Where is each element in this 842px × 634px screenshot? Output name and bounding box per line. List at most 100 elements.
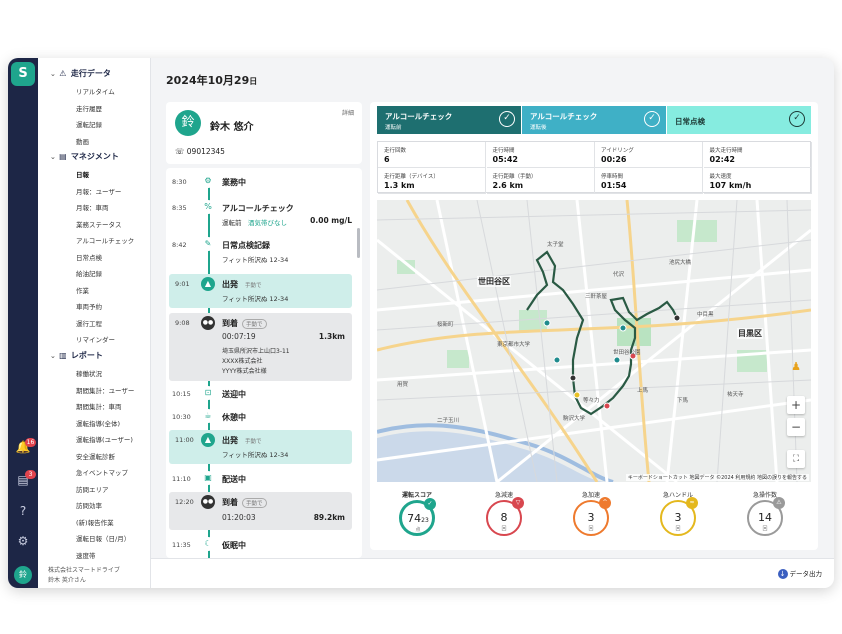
nav-item[interactable]: 日常点検: [76, 253, 102, 262]
stat-cell: 走行距離（デバイス） 1.3 km: [378, 168, 486, 194]
entry-title: 到着 手動で: [222, 497, 267, 508]
export-label: データ出力: [789, 570, 823, 578]
score-item[interactable]: 急ハンドル 3 回 ≈: [648, 488, 708, 546]
score-ring: 7423 点 ✓: [399, 498, 436, 536]
vehicle-plate: フィット所沢ぬ 12-34: [222, 295, 289, 303]
check-status-card[interactable]: 日常点検 ✓: [667, 106, 811, 134]
nav-item[interactable]: 月報：ユーザー: [76, 187, 122, 196]
score-unit: 回: [501, 526, 507, 532]
vehicle-plate: フィット所沢ぬ 12-34: [222, 451, 289, 459]
app-logo[interactable]: S: [11, 62, 35, 86]
score-badge-icon: ▽: [512, 497, 524, 509]
nav-item[interactable]: アルコールチェック: [76, 237, 135, 245]
timeline-entry-arrival[interactable]: 12:20 ●● 到着 手動で 01:20:03 89.2km: [169, 492, 352, 530]
arrival-icon: ●●: [201, 495, 215, 509]
map-credit[interactable]: キーボードショートカット 地図データ ©2024 利用規約 地図の誤りを報告する: [625, 474, 809, 481]
detail-link[interactable]: 詳細: [341, 110, 354, 117]
nav-item[interactable]: 訪問効率: [76, 502, 102, 510]
timeline-scrollbar[interactable]: [357, 228, 360, 258]
nav-item[interactable]: 運転日報（日/月）: [76, 535, 131, 543]
nav-item[interactable]: (新)報告作業: [76, 518, 114, 527]
stat-value: 00:26: [601, 155, 627, 164]
nav-item[interactable]: リマインダー: [76, 336, 115, 344]
user-avatar[interactable]: 鈴: [14, 566, 32, 584]
check-title: アルコールチェック: [530, 112, 598, 121]
nav-item[interactable]: 期間集計：車両: [76, 403, 122, 411]
document-icon[interactable]: ▤: [17, 473, 29, 487]
nav-item[interactable]: 訪問エリア: [76, 485, 109, 494]
nav-item[interactable]: 車両予約: [76, 303, 102, 311]
map-place-label: 三軒茶屋: [585, 294, 608, 300]
stat-cell: 最大速度 107 km/h: [703, 168, 812, 194]
detail-panel: アルコールチェック 運転前 ✓ アルコールチェック 運転後 ✓ 日常点検 ✓ 走行回数 6 走行時…: [370, 102, 818, 550]
depart-icon: ▲: [201, 433, 215, 447]
activity-timeline[interactable]: 8:30 ⚙ 業務中 8:35 % アルコールチェック 運転前 酒気帯びなし 0…: [166, 168, 362, 558]
vehicle-plate: フィット所沢ぬ 12-34: [222, 256, 289, 264]
route-map[interactable]: 世田谷区 目黒区 太子堂 三軒茶屋 東京都市大学 二子玉川 世田谷公園 駒沢大学 桜新町 池尻…: [377, 200, 811, 482]
zoom-in-button[interactable]: +: [787, 396, 805, 414]
nav-item[interactable]: 運転指導(全体): [76, 419, 121, 428]
map-place-label: 上馬: [637, 388, 649, 394]
entry-title: 出発 手動で: [222, 435, 265, 446]
nav-item[interactable]: 急イベントマップ: [76, 469, 128, 477]
timeline-entry-highlight[interactable]: 9:01 ▲ 出発 手動で フィット所沢ぬ 12-34: [169, 274, 352, 308]
nav-item[interactable]: 走行履歴: [76, 104, 102, 113]
entry-title: 出発 手動で: [222, 279, 265, 290]
nav-item[interactable]: 作業: [76, 286, 89, 295]
export-button[interactable]: ↓ データ出力: [777, 568, 823, 579]
driver-card: 鈴 鈴木 悠介 詳細 ☏ 09012345: [166, 102, 362, 164]
entry-time: 9:08: [175, 319, 190, 327]
nav-item[interactable]: リアルタイム: [76, 88, 115, 96]
nav-item[interactable]: 業務ステータス: [76, 220, 122, 229]
nav-item[interactable]: 期間集計：ユーザー: [76, 386, 135, 395]
score-item[interactable]: 急操作数 14 回 ⚠: [735, 488, 795, 546]
entry-title: 到着 手動で: [222, 318, 267, 329]
nav-item[interactable]: 運転指導(ユーザー): [76, 436, 133, 444]
timeline-entry-highlight[interactable]: 11:00 ▲ 出発 手動で フィット所沢ぬ 12-34: [169, 430, 352, 464]
score-unit: 回: [588, 526, 594, 532]
nav-item[interactable]: 運転記録: [76, 121, 102, 129]
check-status-card[interactable]: アルコールチェック 運転後 ✓: [522, 106, 666, 134]
help-icon[interactable]: ?: [19, 504, 27, 518]
nav-item[interactable]: 月報：車両: [76, 204, 109, 212]
nav-item[interactable]: 給油記録: [76, 270, 102, 278]
score-number: 14: [758, 511, 772, 524]
entry-time: 11:35: [172, 541, 191, 549]
nav-item[interactable]: 安全運転診断: [76, 452, 115, 461]
nav-item[interactable]: 速度帯: [76, 551, 96, 560]
manual-tag: 手動で: [242, 318, 267, 329]
nav-item[interactable]: 動画: [76, 137, 89, 146]
stat-value: 02:42: [709, 155, 735, 164]
zoom-out-button[interactable]: −: [787, 418, 805, 436]
timeline-entry-arrival[interactable]: 9:08 ●● 到着 手動で 00:07:19 1.3km 埼玉県所沢市上山口3-…: [169, 313, 352, 381]
notification-badge: 16: [25, 438, 36, 447]
date-value: 2024年10月29: [166, 74, 250, 87]
score-badge-icon: ≈: [686, 497, 698, 509]
score-value: 14: [749, 511, 781, 524]
map-place-label: 東京都市大学: [497, 342, 531, 348]
score-item[interactable]: 運転スコア 7423 点 ✓: [387, 488, 447, 546]
nav-item[interactable]: 稼働状況: [76, 370, 102, 378]
nav-section-header[interactable]: ⌄ ▥ レポート: [50, 350, 103, 361]
gear-icon[interactable]: ⚙: [17, 534, 29, 548]
map-place-label: 中目黒: [697, 312, 714, 318]
score-item[interactable]: 急減速 8 回 ▽: [474, 488, 534, 546]
score-item[interactable]: 急加速 3 回 ^: [561, 488, 621, 546]
nav-section-header[interactable]: ⌄ ▤ マネジメント: [50, 151, 119, 162]
map-place-label: 太子堂: [547, 242, 564, 248]
entry-time: 10:15: [172, 390, 191, 398]
nav-item[interactable]: 運行工程: [76, 319, 102, 328]
check-status-card[interactable]: アルコールチェック 運転前 ✓: [377, 106, 521, 134]
map-place-label: 下馬: [677, 398, 689, 404]
street-view-icon[interactable]: ♟: [791, 360, 801, 373]
nav-section-header[interactable]: ⌄ ⚠ 走行データ: [50, 68, 111, 79]
score-label: 急操作数: [752, 492, 777, 499]
entry-title: 配送中: [222, 475, 246, 484]
manual-tag: 手動で: [245, 282, 262, 289]
nav-item[interactable]: 日報: [76, 171, 89, 179]
manual-tag: 手動で: [245, 438, 262, 445]
entry-title: アルコールチェック: [222, 204, 294, 213]
fullscreen-icon[interactable]: ⛶: [787, 450, 805, 468]
map-canvas: [377, 200, 811, 482]
percent-icon: %: [201, 200, 215, 214]
